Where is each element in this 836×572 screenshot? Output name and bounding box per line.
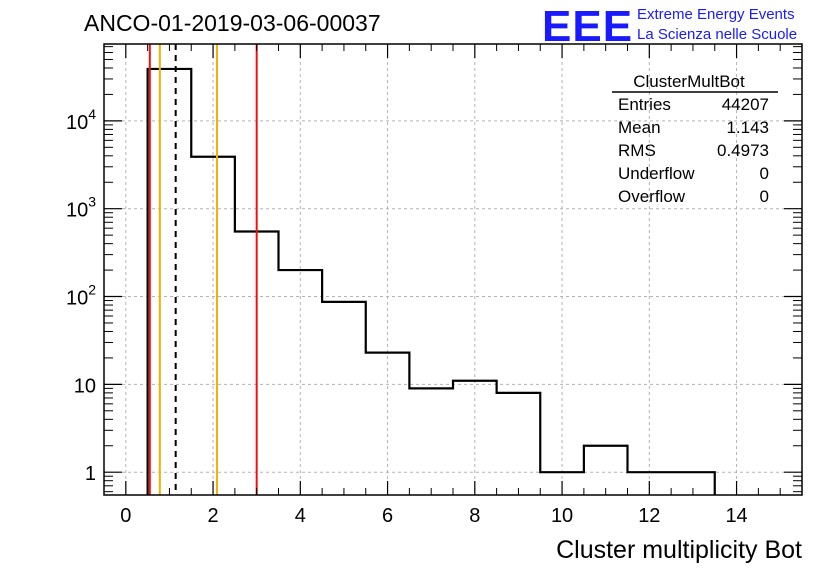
stats-label: Entries (618, 95, 671, 114)
chart-title: ANCO-01-2019-03-06-00037 (84, 10, 381, 36)
x-tick-label: 0 (120, 505, 131, 527)
x-tick-label: 12 (638, 505, 660, 527)
x-tick-label: 8 (469, 505, 480, 527)
marker-lines (148, 44, 258, 495)
histogram-outline (146, 67, 716, 495)
stats-box: ClusterMultBot Entries 44207 Mean 1.143 RMS 0… (612, 72, 778, 206)
stats-label: RMS (618, 141, 656, 160)
x-axis-title: Cluster multiplicity Bot (556, 536, 802, 564)
histogram-bars (146, 67, 716, 495)
histogram-bin-6 (409, 388, 453, 495)
stats-label: Overflow (618, 187, 686, 206)
y-tick-label: 1 (85, 463, 96, 485)
stats-value: 0 (760, 187, 769, 206)
x-tick-label: 6 (382, 505, 393, 527)
y-tick-label: 103 (66, 194, 96, 222)
logo-line-1: Extreme Energy Events (637, 6, 795, 23)
histogram-bin-4 (322, 302, 366, 495)
histogram-bin-5 (366, 353, 410, 495)
stats-value: 1.143 (726, 118, 769, 137)
eee-logo-mark: EEE (542, 2, 633, 51)
logo-line-2: La Scienza nelle Scuole (637, 26, 797, 43)
y-tick-label: 10 (74, 375, 96, 397)
y-tick-label: 104 (66, 106, 96, 134)
stats-value: 0 (760, 164, 769, 183)
stats-label: Mean (618, 118, 661, 137)
histogram-bin-3 (279, 270, 323, 495)
stats-value: 44207 (722, 95, 769, 114)
x-tick-label: 4 (295, 505, 306, 527)
histogram-bin-1 (191, 157, 235, 495)
x-axis: 0 2 4 6 8 10 12 14 (103, 44, 803, 527)
eee-logo: EEE Extreme Energy Events La Scienza nel… (542, 2, 797, 51)
x-tick-label: 2 (208, 505, 219, 527)
histogram-bin-7 (453, 381, 497, 495)
stats-box-title: ClusterMultBot (633, 72, 745, 91)
y-axis: 1 10 102 103 104 (66, 46, 802, 493)
x-tick-label: 14 (725, 505, 747, 527)
histogram-bin-10 (584, 446, 628, 495)
stats-label: Underflow (618, 164, 695, 183)
y-tick-label: 102 (66, 282, 96, 310)
grid-lines (104, 44, 802, 495)
histogram-bin-8 (497, 393, 541, 495)
stats-value: 0.4973 (717, 141, 769, 160)
histogram-bin-0 (148, 69, 192, 495)
x-tick-label: 10 (551, 505, 573, 527)
